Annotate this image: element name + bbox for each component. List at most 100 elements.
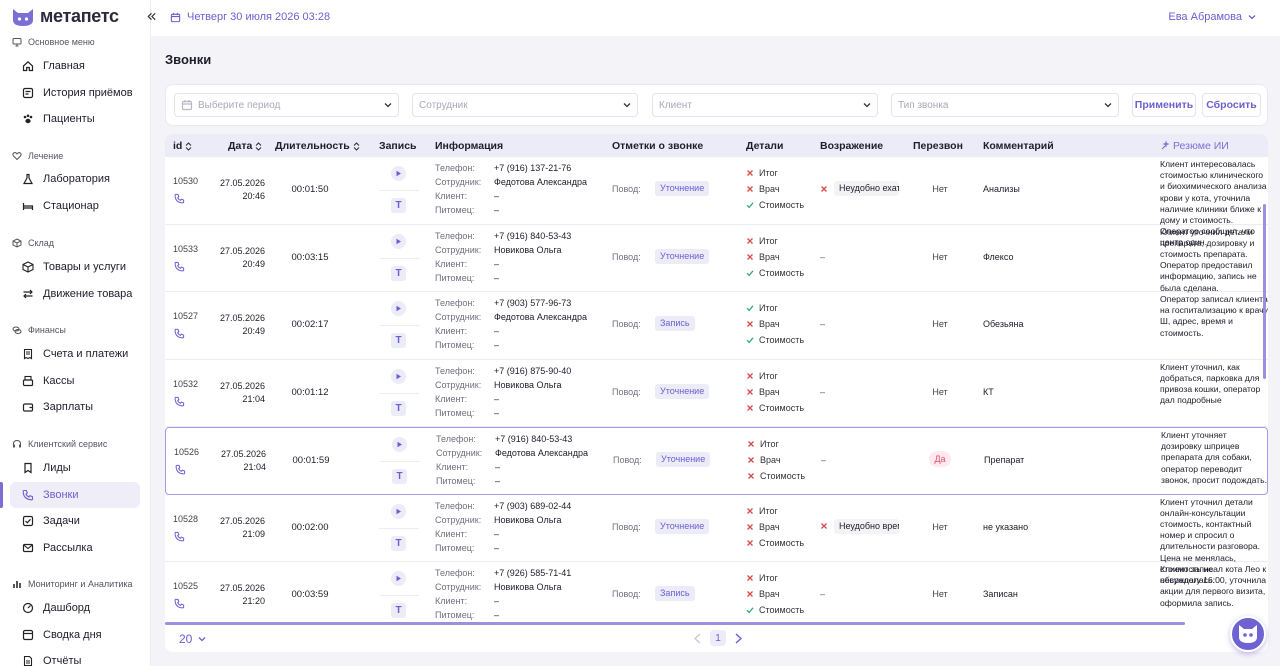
recall-status: Нет [932, 319, 948, 329]
phone-value[interactable]: +7 (916) 875-90-40 [494, 365, 572, 376]
vertical-scrollbar[interactable] [1263, 204, 1266, 379]
transcript-button[interactable]: T [391, 333, 406, 348]
transcript-button[interactable]: T [391, 603, 406, 618]
play-record-button[interactable] [391, 166, 406, 181]
employee-label: Сотрудник: [435, 244, 482, 255]
logo-text: метапетс [40, 6, 119, 26]
collapse-sidebar-button[interactable] [143, 8, 160, 25]
apply-button[interactable]: Применить [1132, 93, 1196, 117]
call-id[interactable]: 10526 [174, 447, 200, 457]
call-id[interactable]: 10530 [173, 176, 199, 186]
transcript-button[interactable]: T [391, 198, 406, 213]
sidebar-item-history[interactable]: История приёмов [10, 80, 140, 106]
call-id[interactable]: 10528 [173, 513, 199, 524]
call-id[interactable]: 10527 [173, 311, 199, 321]
phone-value[interactable]: +7 (916) 840-53-43 [495, 434, 573, 444]
sidebar-item-home[interactable]: Главная [10, 53, 140, 79]
call-id[interactable]: 10532 [173, 378, 199, 389]
pet-label: Питомец: [435, 272, 475, 283]
phone-value[interactable]: +7 (916) 840-53-43 [494, 230, 572, 241]
report-icon [23, 655, 33, 666]
sidebar-item-dashboard[interactable]: Дашборд [10, 595, 140, 621]
column-duration[interactable]: Длительность [275, 140, 360, 152]
detail-result: Итог [747, 439, 779, 449]
sidebar-item-day-summary[interactable]: Сводка дня [10, 622, 140, 648]
reset-button[interactable]: Сбросить [1202, 93, 1261, 117]
call-datetime: 27.05.2026 20:49 [219, 245, 265, 269]
app-logo[interactable]: метапетс [11, 6, 119, 27]
incoming-call-icon [174, 396, 185, 406]
coins-icon [12, 326, 22, 334]
play-record-button[interactable] [392, 437, 407, 452]
check-icon [746, 304, 754, 312]
phone-value[interactable]: +7 (903) 689-02-44 [494, 500, 572, 511]
table-row[interactable]: 10527 27.05.2026 20:49 00:02:17 T Телефон… [165, 292, 1268, 360]
sidebar-item-invoices[interactable]: Счета и платежи [10, 341, 140, 367]
objection-badge: Неудобно время [834, 518, 899, 534]
play-record-button[interactable] [391, 503, 406, 519]
sidebar-item-goods[interactable]: Товары и услуги [10, 254, 140, 280]
call-type-filter[interactable]: Тип звонка [891, 93, 1119, 117]
table-row[interactable]: 10528 27.05.2026 21:09 00:02:00 T Телефон… [165, 495, 1268, 585]
chevron-left-icon[interactable] [693, 632, 702, 644]
reason-badge: Уточнение [655, 181, 710, 196]
client-label: Клиент: [435, 393, 468, 404]
column-date[interactable]: Дата [228, 140, 262, 152]
sidebar-item-registers[interactable]: Кассы [10, 368, 140, 394]
sidebar-item-stock-movement[interactable]: Движение товара [10, 281, 140, 307]
incoming-call-icon [175, 464, 186, 475]
pet-label: Питомец: [436, 476, 476, 486]
table-row[interactable]: 10530 27.05.2026 20:46 00:01:50 T Телефон… [165, 157, 1268, 247]
page-size-select[interactable]: 20 [179, 632, 206, 646]
call-id[interactable]: 10533 [173, 243, 199, 254]
transcript-button[interactable]: T [391, 400, 406, 416]
section-monitoring: Мониторинг и Аналитика [12, 579, 133, 589]
call-id[interactable]: 10525 [173, 581, 199, 591]
transcript-button[interactable]: T [391, 535, 406, 551]
cross-icon [746, 253, 754, 261]
column-record: Запись [379, 140, 417, 152]
play-record-button[interactable] [391, 301, 406, 316]
transcript-button[interactable]: T [391, 265, 406, 281]
chevron-down-icon [623, 103, 631, 108]
sidebar-item-tasks[interactable]: Задачи [10, 508, 140, 534]
user-menu[interactable]: Ева Абрамова [1168, 11, 1256, 23]
employee-filter[interactable]: Сотрудник [412, 93, 638, 117]
sidebar-item-lab[interactable]: Лаборатория [10, 166, 140, 192]
client-filter[interactable]: Клиент [652, 93, 878, 117]
cat-logo-icon [13, 8, 33, 26]
assistant-bot-button[interactable] [1230, 616, 1266, 652]
phone-value[interactable]: +7 (926) 585-71-41 [494, 568, 572, 578]
cat-bot-icon [1239, 625, 1257, 643]
comment: Обезьяна [983, 319, 1024, 329]
play-record-button[interactable] [391, 571, 406, 586]
bed-icon [22, 203, 34, 210]
period-filter[interactable]: Выберите период [174, 93, 399, 117]
sidebar-item-mailing[interactable]: Рассылка [10, 535, 140, 561]
chevron-right-icon[interactable] [734, 632, 743, 644]
sidebar-item-leads[interactable]: Лиды [10, 455, 140, 481]
phone-value[interactable]: +7 (916) 137-21-76 [494, 163, 572, 173]
play-record-button[interactable] [391, 233, 406, 249]
sidebar-item-reports[interactable]: Отчёты [10, 648, 140, 666]
table-row[interactable]: 10525 27.05.2026 21:20 00:03:59 T Телефон… [165, 562, 1268, 622]
current-datetime: Четверг 30 июля 2026 03:28 [170, 11, 330, 23]
page-number[interactable]: 1 [710, 630, 726, 646]
column-id[interactable]: id [173, 140, 192, 152]
employee-value: Новикова Ольга [494, 379, 562, 390]
sidebar-item-calls[interactable]: Звонки [10, 482, 140, 508]
reason-label: Повод: [612, 386, 641, 397]
employee-label: Сотрудник: [436, 448, 483, 458]
table-row[interactable]: 10533 27.05.2026 20:49 00:03:15 T Телефон… [165, 225, 1268, 293]
horizontal-scrollbar[interactable] [165, 622, 1185, 625]
sidebar-item-patients[interactable]: Пациенты [10, 106, 140, 132]
table-row[interactable]: 10526 27.05.2026 21:04 00:01:59 T Телефон… [165, 427, 1268, 495]
sidebar-item-salaries[interactable]: Зарплаты [10, 394, 140, 420]
column-marks: Отметки о звонке [612, 140, 704, 152]
phone-value[interactable]: +7 (903) 577-96-73 [494, 298, 572, 308]
play-record-button[interactable] [391, 368, 406, 384]
phone-label: Телефон: [435, 568, 475, 578]
table-row[interactable]: 10532 27.05.2026 21:04 00:01:12 T Телефон… [165, 360, 1268, 427]
sidebar-item-hospital[interactable]: Стационар [10, 193, 140, 219]
transcript-button[interactable]: T [392, 469, 407, 484]
